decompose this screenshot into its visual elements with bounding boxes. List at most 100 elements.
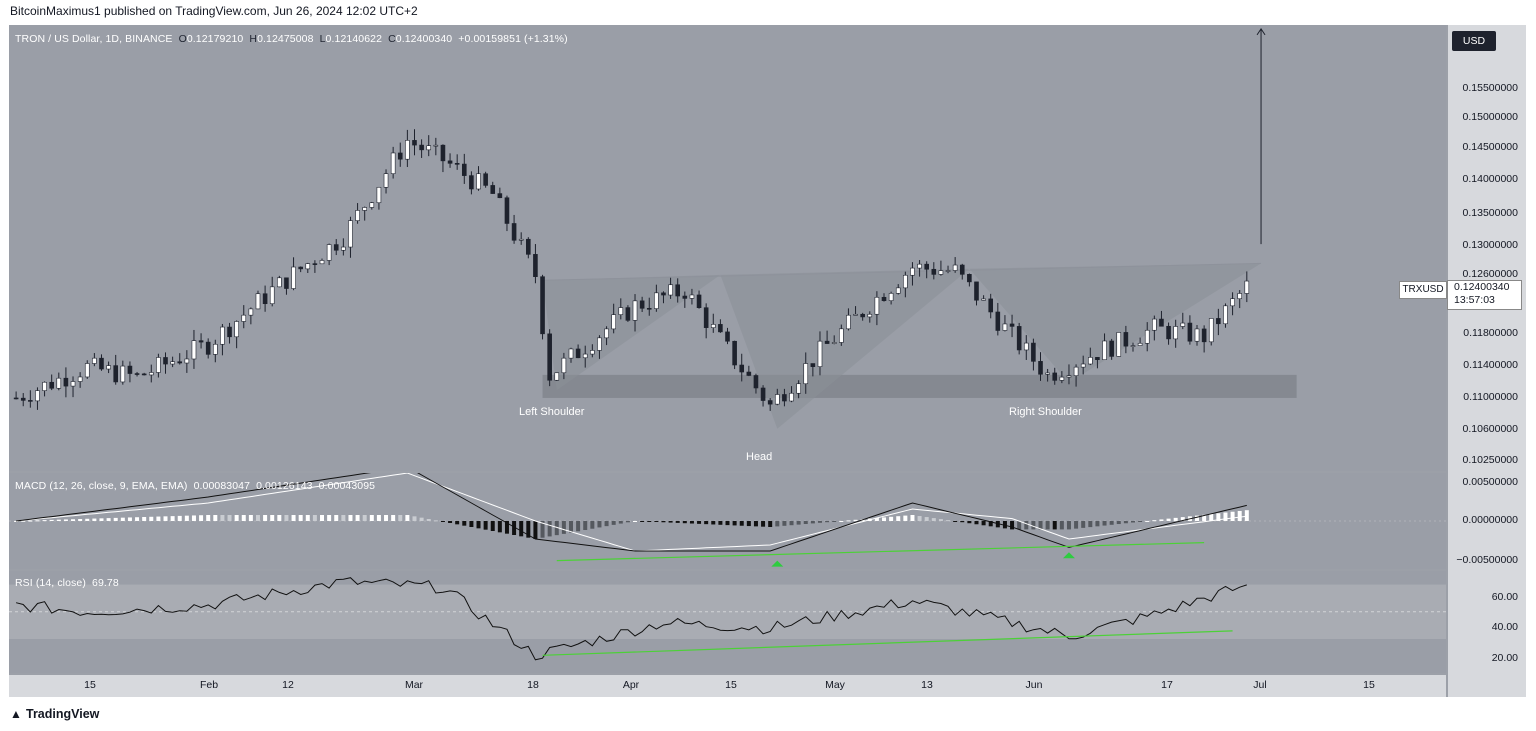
macd-histogram-bar	[384, 515, 389, 521]
macd-histogram-bar	[675, 521, 680, 523]
rsi-pane[interactable]: RSI (14, close) 69.78	[9, 571, 1446, 673]
macd-histogram-bar	[71, 519, 76, 521]
candle-body	[575, 348, 581, 359]
candle-body	[397, 152, 403, 160]
macd-histogram-bar	[512, 521, 517, 535]
currency-button[interactable]: USD	[1452, 31, 1496, 51]
candle-body	[981, 298, 986, 301]
macd-histogram-bar	[1195, 515, 1200, 521]
candle-body	[213, 343, 218, 355]
candle-body	[113, 365, 119, 383]
price-axis[interactable]: 0.15500000 0.15000000 0.14500000 0.14000…	[1448, 25, 1526, 697]
time-axis-label: 15	[1363, 679, 1375, 691]
macd-histogram-bar	[739, 521, 744, 526]
macd-histogram-bar	[547, 521, 552, 537]
rsi-title: RSI (14, close)	[15, 577, 86, 589]
candle-body	[1223, 305, 1228, 325]
macd-histogram-bar	[248, 515, 253, 521]
candle-body	[888, 293, 894, 301]
candle-body	[99, 357, 104, 370]
candle-body	[1144, 329, 1150, 344]
candle-body	[661, 292, 666, 296]
macd-histogram-bar	[803, 521, 808, 524]
candle-body	[198, 340, 204, 343]
tradingview-logo[interactable]: ▲ TradingView	[10, 707, 99, 721]
macd-histogram-bar	[1216, 513, 1221, 521]
candle-body	[938, 270, 944, 275]
macd-histogram-bar	[163, 516, 168, 521]
macd-histogram-bar	[725, 521, 730, 526]
price-axis-label: 0.12600000	[1462, 268, 1518, 280]
price-axis-label: 0.11800000	[1463, 327, 1518, 339]
candle-body	[654, 292, 659, 309]
macd-histogram-bar	[1202, 514, 1207, 521]
rsi-value: 69.78	[92, 577, 119, 589]
price-pane[interactable]: TRON / US Dollar, 1D, BINANCE O0.1217921…	[9, 25, 1446, 471]
close-value: 0.12400340	[395, 33, 453, 45]
macd-histogram-bar	[682, 521, 687, 524]
macd-histogram-bar	[156, 516, 161, 521]
macd-pane[interactable]: MACD (12, 26, close, 9, EMA, EMA) 0.0008…	[9, 473, 1446, 569]
macd-histogram-bar	[440, 521, 445, 522]
candle-body	[70, 381, 76, 387]
macd-legend: MACD (12, 26, close, 9, EMA, EMA) 0.0008…	[15, 480, 375, 492]
candle-body	[490, 185, 496, 194]
candle-body	[590, 350, 595, 355]
macd-histogram-bar	[469, 521, 474, 527]
macd-histogram-bar	[526, 521, 531, 538]
candle-body	[924, 263, 929, 270]
candle-body	[241, 314, 247, 322]
candle-body	[355, 210, 360, 221]
macd-histogram-bar	[1024, 521, 1029, 530]
candle-body	[526, 238, 531, 255]
macd-histogram-bar	[483, 521, 488, 530]
macd-divergence-line	[556, 542, 1205, 562]
time-axis-label: Jun	[1025, 679, 1043, 691]
macd-histogram-bar	[455, 521, 460, 525]
macd-histogram-bar	[376, 515, 381, 521]
candle-body	[284, 277, 289, 289]
macd-histogram-bar	[775, 521, 780, 527]
macd-histogram-bar	[1123, 521, 1128, 524]
candle-body	[689, 294, 695, 299]
macd-histogram-bar	[974, 521, 979, 525]
macd-histogram-bar	[1088, 521, 1093, 528]
candle-body	[839, 328, 844, 343]
macd-histogram-bar	[853, 519, 858, 521]
low-value: 0.12140622	[325, 33, 383, 45]
macd-histogram-bar	[1173, 517, 1178, 521]
macd-histogram-bar	[697, 521, 702, 524]
macd-histogram-bar	[1152, 520, 1157, 522]
macd-histogram-bar	[334, 515, 339, 521]
open-value: 0.12179210	[186, 33, 244, 45]
rsi-line	[15, 577, 1247, 661]
candle-body	[959, 264, 965, 275]
macd-histogram-bar	[1237, 510, 1242, 521]
candle-body	[945, 270, 951, 272]
candle-body	[305, 263, 311, 270]
macd-histogram-bar	[42, 520, 47, 522]
macd-histogram-bar	[504, 521, 509, 534]
macd-histogram-bar	[825, 521, 830, 523]
candle-body	[625, 307, 631, 321]
time-axis[interactable]: 15 Feb 12 Mar 18 Apr 15 May 13 Jun 17 Ju…	[9, 675, 1446, 697]
macd-histogram-bar	[1038, 521, 1043, 530]
close-label: C	[388, 33, 396, 45]
candle-body	[561, 357, 567, 374]
macd-histogram-bar	[874, 518, 879, 521]
macd-histogram-bar	[1074, 521, 1079, 529]
candle-body	[917, 263, 922, 269]
macd-histogram-bar	[782, 521, 787, 526]
macd-histogram-bar	[568, 521, 573, 533]
time-axis-label: Mar	[404, 679, 424, 691]
candle-body	[639, 300, 645, 309]
time-axis-label: Apr	[622, 679, 640, 691]
price-axis-label: 0.10250000	[1462, 454, 1518, 466]
macd-histogram-bar	[1116, 521, 1121, 525]
macd-histogram-bar	[1159, 519, 1164, 521]
neckline	[542, 262, 1262, 281]
time-axis-label: Jul	[1253, 679, 1267, 691]
candle-body	[134, 373, 140, 375]
candle-body	[84, 363, 90, 378]
macd-axis-label: 0.00000000	[1462, 514, 1518, 526]
